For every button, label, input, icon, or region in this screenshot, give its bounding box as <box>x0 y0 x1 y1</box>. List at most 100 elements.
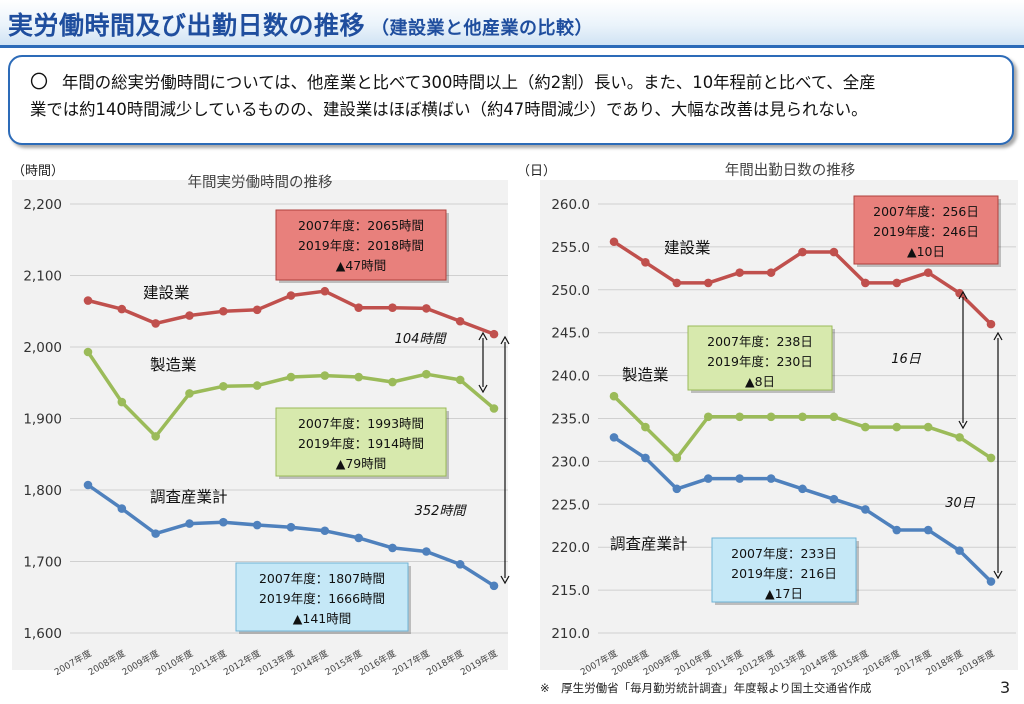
callout-box-construction <box>853 195 999 265</box>
callout-box-all <box>711 537 857 603</box>
series-label-manufacturing: 製造業 <box>150 356 197 374</box>
data-point-construction <box>455 316 465 326</box>
data-point-construction <box>892 278 902 288</box>
bullet-mark: 〇 <box>30 72 48 93</box>
data-point-all <box>185 519 194 528</box>
data-point-all <box>672 484 682 494</box>
data-point-manufacturing <box>219 382 228 391</box>
callout-text: ▲10日 <box>907 244 945 259</box>
y-tick-label: 1,700 <box>23 555 62 571</box>
y-tick-label: 210.0 <box>551 626 590 642</box>
data-point-all <box>83 480 93 490</box>
difference-annotation: 352時間 <box>415 504 468 519</box>
data-point-manufacturing <box>252 381 262 390</box>
page-subtitle: （建設業と他産業の比較） <box>371 18 594 39</box>
callout-text: 2007年度：1807時間 <box>259 571 385 586</box>
data-point-manufacturing <box>641 422 650 432</box>
y-tick-label: 220.0 <box>551 540 590 556</box>
callout-text: 2019年度：1666時間 <box>259 591 385 606</box>
data-point-construction <box>117 304 127 314</box>
difference-annotation: 16日 <box>891 352 922 367</box>
callout-text: 2019年度：230日 <box>707 354 813 369</box>
data-point-all <box>766 474 776 483</box>
arrow-head-down <box>478 384 488 394</box>
data-point-all <box>422 547 431 556</box>
callout-box-manufacturing <box>687 325 833 391</box>
y-tick-label: 240.0 <box>551 369 590 385</box>
y-tick-label: 245.0 <box>551 326 590 342</box>
y-tick-label: 230.0 <box>551 454 590 470</box>
page-number: 3 <box>1000 678 1011 697</box>
callout-box-manufacturing <box>275 407 447 477</box>
series-label-all: 調査産業計 <box>610 535 688 553</box>
y-tick-label: 1,900 <box>23 412 62 428</box>
data-point-construction <box>185 311 194 320</box>
data-point-construction <box>798 247 807 257</box>
data-point-all <box>923 525 933 535</box>
data-point-all <box>735 474 744 483</box>
data-point-manufacturing <box>185 389 194 398</box>
data-point-construction <box>986 319 996 329</box>
series-label-all: 調査産業計 <box>150 488 228 506</box>
y-tick-label: 250.0 <box>551 283 590 299</box>
data-point-construction <box>320 286 330 296</box>
arrow-head-up <box>500 335 510 345</box>
y-tick-label: 260.0 <box>551 197 590 213</box>
arrow-head-up <box>993 331 1003 341</box>
source-note: ※ 厚生労働省「毎月勤労統計調査」年度報より国土交通省作成 <box>540 681 872 695</box>
data-point-manufacturing <box>735 412 744 422</box>
data-point-construction <box>388 303 397 312</box>
series-label-construction: 建設業 <box>143 284 190 302</box>
arrow-head-down <box>500 575 510 585</box>
data-point-all <box>703 474 713 483</box>
summary-box: 〇年間の総実労働時間については、他産業と比べて300時間以上（約2割）長い。また… <box>8 55 1014 145</box>
data-point-all <box>117 504 127 513</box>
summary-line-2: 業では約140時間減少しているものの、建設業はほぼ横ばい（約47時間減少）であり… <box>30 100 868 119</box>
data-point-manufacturing <box>861 422 870 432</box>
data-point-construction <box>609 237 619 247</box>
callout-text: ▲17日 <box>765 586 803 601</box>
data-point-manufacturing <box>609 391 619 401</box>
y-tick-label: 2,100 <box>23 269 62 285</box>
data-point-manufacturing <box>83 347 93 357</box>
data-point-manufacturing <box>829 412 839 422</box>
callout-text: 2019年度：246日 <box>873 224 979 239</box>
data-point-construction <box>735 268 744 277</box>
data-point-manufacturing <box>766 412 776 422</box>
data-point-construction <box>766 268 776 277</box>
page-title: 実労働時間及び出勤日数の推移 （建設業と他産業の比較） <box>8 11 594 40</box>
difference-annotation: 30日 <box>945 496 976 511</box>
chart-unit-label: （日） <box>517 164 556 179</box>
data-point-manufacturing <box>986 453 996 463</box>
data-point-all <box>892 525 902 535</box>
callout-text: 2019年度：216日 <box>731 566 837 581</box>
callout-text: 2007年度：233日 <box>731 546 837 561</box>
callout-text: 2007年度：238日 <box>707 334 813 349</box>
callout-text: 2007年度：256日 <box>873 204 979 219</box>
data-point-all <box>455 560 465 569</box>
data-point-manufacturing <box>388 377 397 387</box>
data-point-all <box>641 453 650 463</box>
chart-title: 年間実労働時間の推移 <box>188 174 333 191</box>
data-point-all <box>320 526 330 536</box>
data-point-construction <box>861 278 870 288</box>
data-point-construction <box>354 303 363 312</box>
data-point-construction <box>829 247 839 257</box>
data-point-manufacturing <box>320 371 330 380</box>
difference-annotation: 104時間 <box>395 332 448 347</box>
data-point-construction <box>672 278 682 288</box>
data-point-all <box>252 520 262 530</box>
data-point-all <box>151 529 160 538</box>
data-point-construction <box>286 291 296 300</box>
data-point-all <box>489 581 499 591</box>
data-point-all <box>354 533 363 543</box>
data-point-all <box>219 517 228 527</box>
data-point-construction <box>151 319 160 328</box>
data-point-construction <box>219 306 228 316</box>
data-point-construction <box>83 296 93 305</box>
data-point-construction <box>703 278 713 288</box>
y-tick-label: 2,000 <box>23 340 62 356</box>
y-tick-label: 1,600 <box>23 626 62 642</box>
callout-text: ▲8日 <box>745 374 775 389</box>
